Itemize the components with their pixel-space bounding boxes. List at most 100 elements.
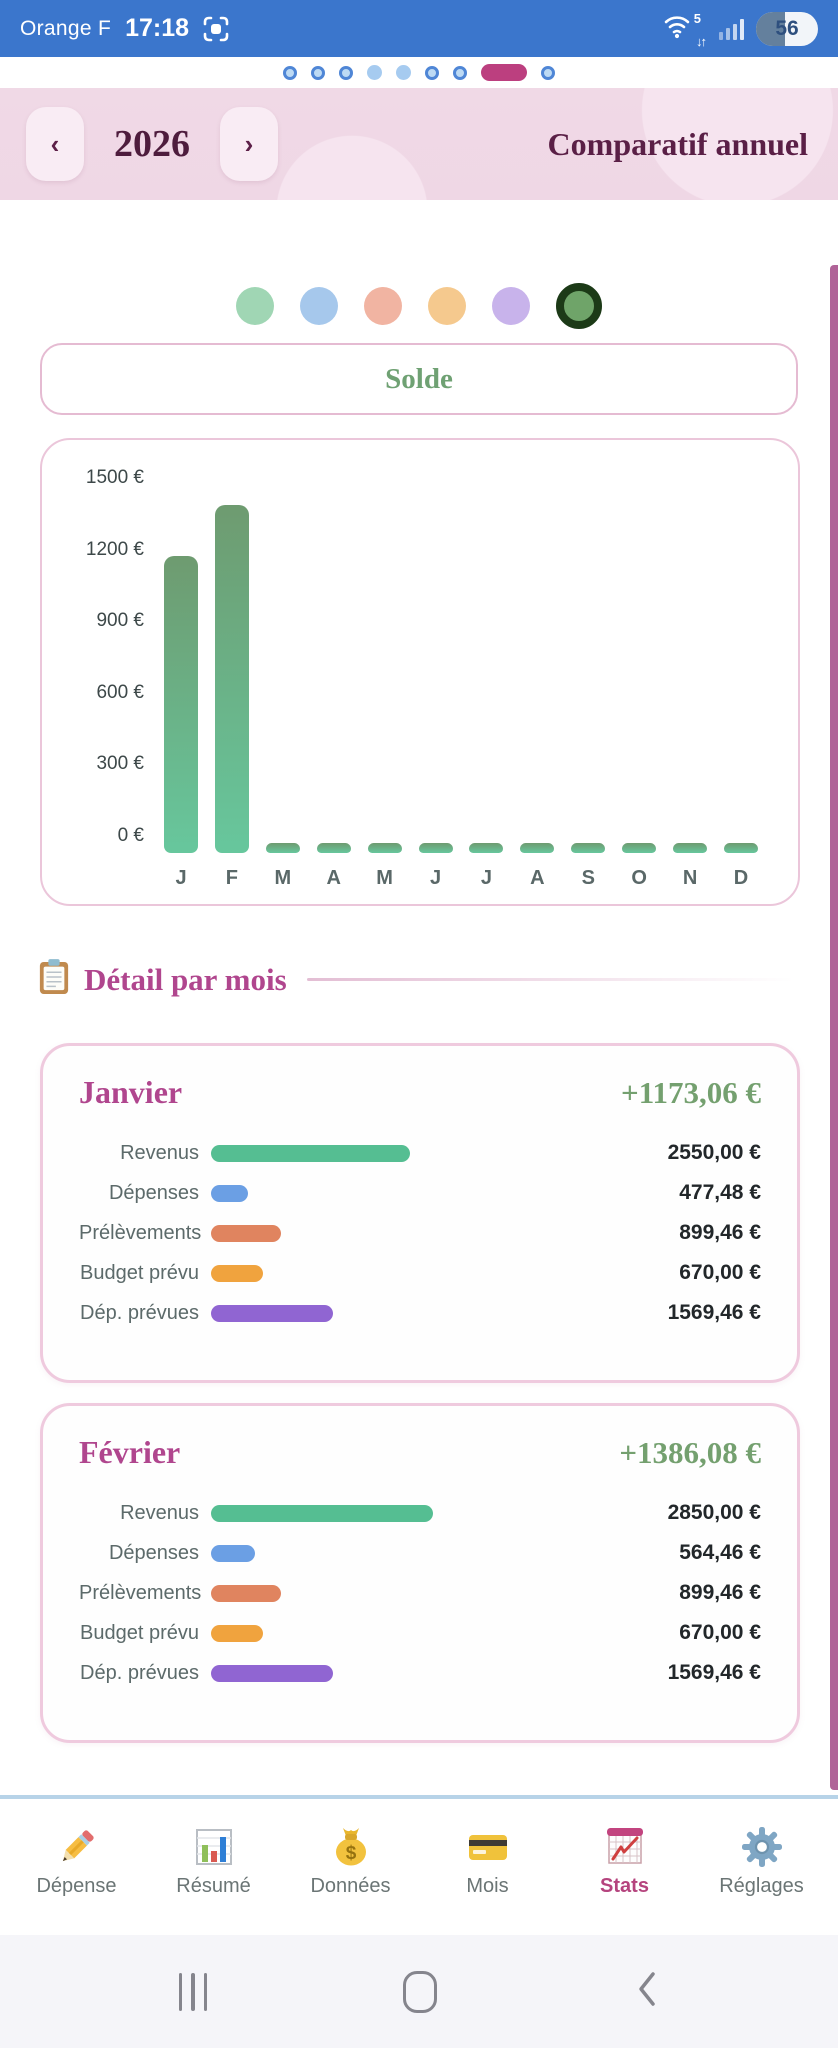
color-dot-salmon[interactable] xyxy=(364,287,402,325)
scrollbar[interactable] xyxy=(830,265,838,1790)
color-dot-mint[interactable] xyxy=(236,287,274,325)
month-name: Janvier xyxy=(79,1074,183,1110)
stat-bar-track xyxy=(211,1664,453,1682)
chart-xtick: F xyxy=(225,867,239,889)
page-indicator xyxy=(0,57,838,88)
month-card-janvier: Janvier +1173,06 € Revenus 2550,00 € Dépense… xyxy=(40,1043,800,1383)
nav-item-donnees[interactable]: $ Données xyxy=(303,1824,399,1898)
chart-ytick: 0 € xyxy=(117,825,144,846)
stat-value: 564,46 € xyxy=(679,1541,761,1564)
page-dot-active[interactable] xyxy=(481,64,527,81)
wifi-generation-label: 5 xyxy=(693,10,701,26)
chart-ytick: 1500 € xyxy=(85,467,144,488)
next-year-button[interactable]: › xyxy=(220,107,278,181)
chart-xtick: J xyxy=(480,867,492,889)
stat-bar xyxy=(211,1664,333,1682)
chart-bar-O-9 xyxy=(622,843,657,853)
stat-value: 2550,00 € xyxy=(667,1141,761,1164)
stat-row-d-p-pr-vues: Dép. prévues 1569,46 € xyxy=(79,1293,761,1333)
stat-bar-track xyxy=(211,1584,453,1602)
battery-percent: 56 xyxy=(775,16,799,40)
clock: 17:18 xyxy=(125,14,190,42)
recents-icon[interactable] xyxy=(178,1972,208,2011)
stat-label: Revenus xyxy=(120,1501,199,1524)
status-bar: Orange F 17:18 5 ↓↑ xyxy=(0,0,838,57)
stat-value: 2850,00 € xyxy=(667,1501,761,1524)
stat-label: Budget prévu xyxy=(80,1621,199,1644)
page-dot[interactable] xyxy=(541,65,555,80)
metric-dots xyxy=(0,283,838,329)
stats-chart-icon xyxy=(602,1824,648,1870)
chart-plot xyxy=(156,478,766,853)
chart-xtick: A xyxy=(530,867,545,889)
color-dot-blue[interactable] xyxy=(300,287,338,325)
nav-item-mois[interactable]: Mois xyxy=(440,1824,536,1898)
previous-year-button[interactable]: ‹ xyxy=(26,107,84,181)
chart-xtick: D xyxy=(733,867,749,889)
chart-bar-A-7 xyxy=(520,843,555,853)
stat-bar-track xyxy=(211,1544,453,1562)
stat-bar-track xyxy=(211,1144,453,1162)
color-dot-green-selected[interactable] xyxy=(556,283,602,329)
nav-item-resume[interactable]: Résumé xyxy=(166,1824,262,1898)
svg-text:$: $ xyxy=(345,1843,356,1864)
page-dot[interactable] xyxy=(311,65,325,80)
solde-button[interactable]: Solde xyxy=(40,343,798,415)
carrier-label: Orange F xyxy=(20,16,112,40)
stat-value: 1569,46 € xyxy=(667,1301,761,1324)
chart-bar-F-1 xyxy=(214,505,249,853)
stat-row-d-p-pr-vues: Dép. prévues 1569,46 € xyxy=(79,1653,761,1693)
month-cards: Janvier +1173,06 € Revenus 2550,00 € Dépense… xyxy=(40,1043,800,1763)
chart-bar-J-6 xyxy=(469,843,504,853)
stat-bar xyxy=(211,1224,281,1242)
stat-bar xyxy=(211,1184,248,1202)
chart-bar-S-8 xyxy=(571,843,606,853)
page-dot[interactable] xyxy=(339,65,353,80)
chart-xtick: J xyxy=(429,867,442,889)
chart-bar-A-3 xyxy=(316,843,351,853)
month-name: Février xyxy=(79,1434,181,1470)
color-dot-peach[interactable] xyxy=(428,287,466,325)
solde-label: Solde xyxy=(385,362,453,395)
nav-item-reglages[interactable]: Réglages xyxy=(714,1824,810,1898)
page-dot[interactable] xyxy=(453,65,467,80)
pencil-icon xyxy=(54,1824,100,1870)
nav-item-depense[interactable]: Dépense xyxy=(29,1824,125,1898)
home-icon[interactable] xyxy=(403,1970,438,2013)
clipboard-icon xyxy=(38,958,70,1001)
section-divider xyxy=(306,978,794,981)
stat-bar-track xyxy=(211,1184,453,1202)
wifi-activity-arrows: ↓↑ xyxy=(696,33,707,49)
page-dot[interactable] xyxy=(425,65,439,80)
chart-y-axis: 1500 € 1200 € 900 € 600 € 300 € 0 € xyxy=(56,467,156,853)
stat-row-pr-l-vements: Prélèvements 899,46 € xyxy=(79,1213,761,1253)
chart-xtick: S xyxy=(581,867,595,889)
color-dot-lavender[interactable] xyxy=(492,287,530,325)
chart-xtick: M xyxy=(274,867,292,889)
chart-ytick: 300 € xyxy=(96,753,144,775)
stat-value: 899,46 € xyxy=(679,1221,761,1244)
money-bag-icon: $ xyxy=(328,1824,374,1870)
stat-bar xyxy=(211,1624,263,1642)
page-title: Comparatif annuel xyxy=(547,125,808,162)
stat-bar-track xyxy=(211,1304,453,1322)
summary-chart-icon xyxy=(191,1824,237,1870)
chart-bar-J-5 xyxy=(418,843,453,853)
battery-indicator: 56 xyxy=(756,11,818,46)
month-card-février: Février +1386,08 € Revenus 2850,00 € Dépense… xyxy=(40,1403,800,1743)
stat-bar xyxy=(211,1504,433,1522)
stat-row-budget-pr-vu: Budget prévu 670,00 € xyxy=(79,1253,761,1293)
page-dot[interactable] xyxy=(283,65,297,80)
stat-label: Revenus xyxy=(120,1141,199,1164)
stat-value: 670,00 € xyxy=(679,1621,761,1644)
section-title: Détail par mois xyxy=(84,961,287,997)
gesture-bar xyxy=(0,1935,838,2048)
page-dot[interactable] xyxy=(367,65,382,80)
month-total: +1386,08 € xyxy=(619,1435,761,1470)
back-icon[interactable] xyxy=(633,1967,659,2016)
stat-label: Dép. prévues xyxy=(80,1661,199,1684)
nav-item-stats[interactable]: Stats xyxy=(577,1824,673,1898)
page-dot[interactable] xyxy=(396,65,411,80)
signal-strength-icon xyxy=(719,18,744,40)
